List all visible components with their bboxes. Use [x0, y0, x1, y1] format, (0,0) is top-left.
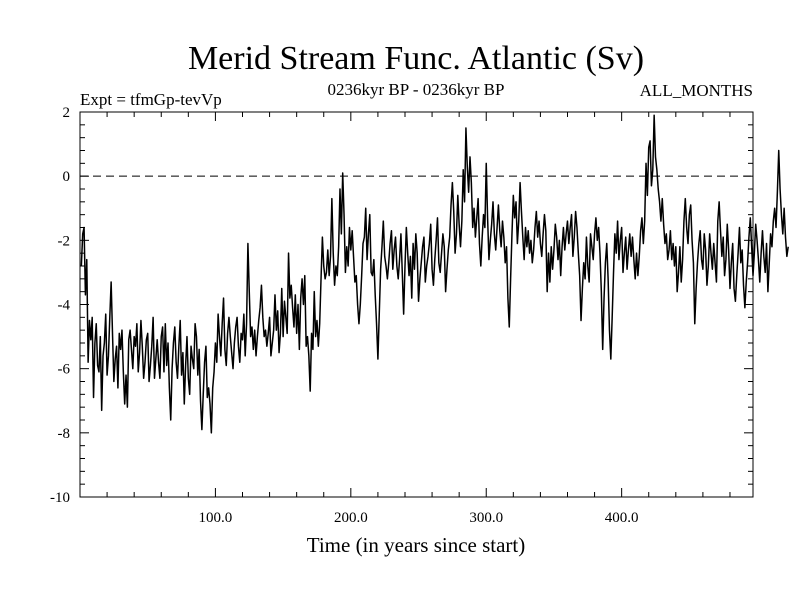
x-axis-title: Time (in years since start) — [307, 533, 526, 557]
y-tick-label: -8 — [58, 426, 71, 442]
experiment-label: Expt = tfmGp-tevVp — [80, 90, 222, 109]
period-label: 0236kyr BP - 0236kyr BP — [328, 80, 505, 99]
plot-area: 100.0 200.0 300.0 400.0 2 0 -2 -4 -6 -8 -10 — [50, 105, 789, 526]
y-tick-label: -4 — [58, 298, 71, 314]
y-tick-label: -2 — [58, 233, 71, 249]
x-tick-label: 400.0 — [605, 510, 639, 526]
season-label: ALL_MONTHS — [640, 81, 753, 100]
series-line-0 — [80, 114, 789, 434]
x-tick-label: 200.0 — [334, 510, 368, 526]
x-tick-label: 300.0 — [469, 510, 503, 526]
y-tick-label: -6 — [58, 362, 71, 378]
y-tick-label: 2 — [63, 105, 71, 121]
chart-title: Merid Stream Func. Atlantic (Sv) — [188, 40, 644, 77]
y-tick-label: 0 — [63, 169, 71, 185]
y-tick-label: -10 — [50, 490, 70, 506]
x-tick-label: 100.0 — [199, 510, 233, 526]
